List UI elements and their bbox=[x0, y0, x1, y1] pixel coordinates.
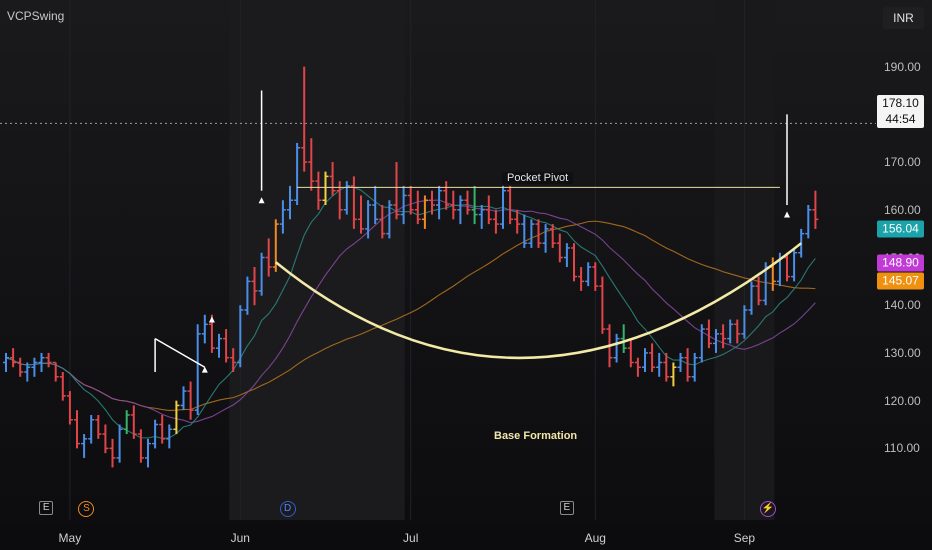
indicator-price-label: 145.07 bbox=[877, 272, 924, 290]
countdown-timer: 44:54 bbox=[885, 112, 916, 126]
x-tick-label: Sep bbox=[733, 531, 756, 545]
event-marker[interactable]: D bbox=[279, 501, 296, 517]
y-tick-label: 160.00 bbox=[884, 202, 921, 217]
y-tick-label: 120.00 bbox=[884, 393, 921, 408]
period-band bbox=[229, 0, 405, 520]
publisher-label: VCPSwing bbox=[7, 9, 65, 23]
x-tick-label: May bbox=[58, 531, 82, 545]
y-tick-label: 110.00 bbox=[884, 441, 920, 456]
pocket-pivot-label: Pocket Pivot bbox=[502, 172, 574, 184]
base-formation-label: Base Formation bbox=[494, 430, 578, 442]
signal-triangle bbox=[208, 316, 215, 323]
x-tick-label: Jul bbox=[403, 531, 419, 545]
last-price-label: 178.10 44:54 bbox=[877, 95, 924, 128]
indicator-price-label: 148.90 bbox=[877, 254, 924, 272]
y-tick-label: 130.00 bbox=[884, 345, 921, 360]
currency-button[interactable]: INR bbox=[883, 7, 924, 29]
x-tick-label: Aug bbox=[584, 531, 606, 545]
indicator-price-label: 156.04 bbox=[877, 220, 924, 238]
event-marker[interactable]: E bbox=[559, 501, 574, 515]
signal-triangle bbox=[258, 197, 265, 204]
y-tick-label: 140.00 bbox=[884, 298, 921, 313]
signal-triangle bbox=[784, 211, 790, 218]
event-marker[interactable]: E bbox=[39, 501, 54, 515]
y-tick-label: 170.00 bbox=[884, 155, 921, 170]
x-tick-label: Jun bbox=[230, 531, 250, 545]
y-tick-label: 190.00 bbox=[884, 59, 921, 74]
event-marker[interactable]: ⚡ bbox=[760, 501, 777, 517]
base-formation-curve bbox=[275, 242, 802, 360]
last-price-value: 178.10 bbox=[882, 96, 919, 110]
signal-triangle bbox=[201, 366, 208, 373]
event-marker[interactable]: S bbox=[78, 501, 95, 517]
breakout-mark bbox=[154, 337, 206, 368]
